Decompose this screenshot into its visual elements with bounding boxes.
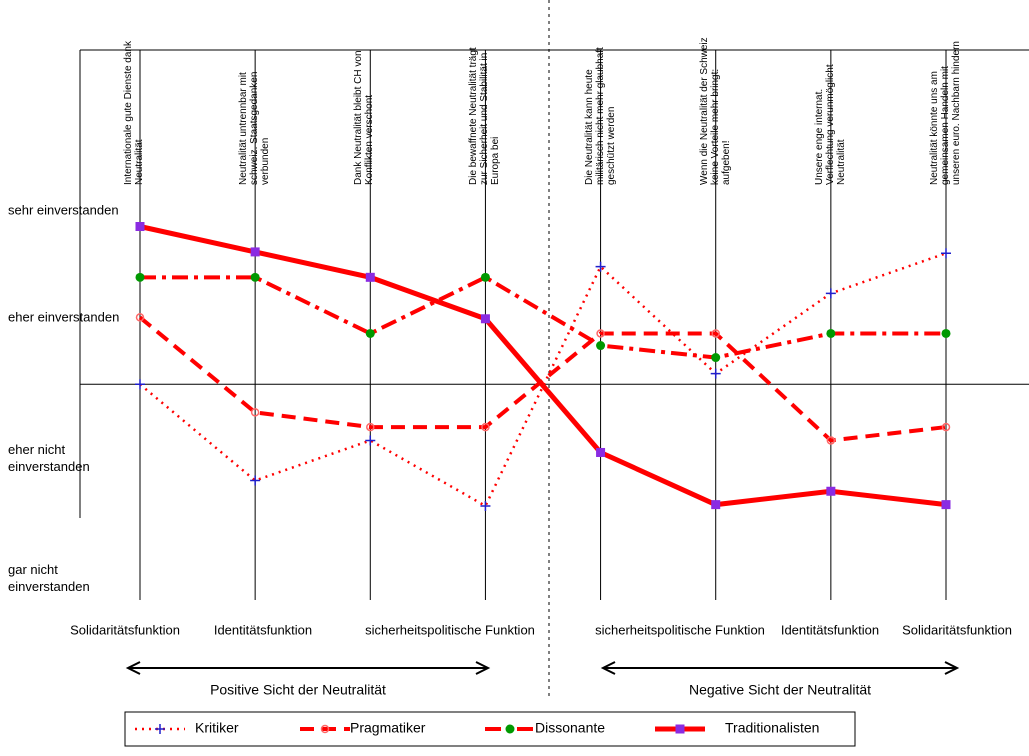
series-line <box>139 224 947 508</box>
legend-marker <box>155 724 165 734</box>
series-line <box>138 315 947 443</box>
legend-label: Pragmatiker <box>350 720 426 736</box>
marker <box>941 422 951 432</box>
marker <box>480 314 490 324</box>
legend-marker <box>320 724 330 734</box>
marker <box>941 500 951 510</box>
legend-marker <box>505 724 515 734</box>
legend-label: Dissonante <box>535 720 605 736</box>
legend-label: Traditionalisten <box>725 720 819 736</box>
category-label: Internationale gute Dienste dank Neutral… <box>123 41 145 185</box>
group-label: Negative Sicht der Neutralität <box>689 682 871 698</box>
marker <box>711 329 720 338</box>
function-label: Identitätsfunktion <box>781 622 879 637</box>
category-label: Die Neutralität kann heute militärisch n… <box>583 47 617 185</box>
function-label: Solidaritätsfunktion <box>70 622 180 637</box>
marker <box>135 222 145 232</box>
function-label: Identitätsfunktion <box>214 622 312 637</box>
positive-arrow-head <box>475 661 491 675</box>
marker <box>596 329 605 338</box>
series-line <box>140 275 946 360</box>
legend-marker <box>675 724 685 734</box>
positive-arrow-head <box>125 661 141 675</box>
marker <box>250 247 260 257</box>
marker <box>596 447 606 457</box>
marker <box>135 272 145 282</box>
group-label: Positive Sicht der Neutralität <box>210 682 386 698</box>
marker <box>826 486 836 496</box>
marker <box>941 328 951 338</box>
category-label: Unsere enge internat. Verflechtung verun… <box>813 64 847 185</box>
marker <box>135 313 145 322</box>
marker <box>135 379 145 390</box>
category-label: Neutralität könnte uns am gemeinsamen Ha… <box>929 41 962 185</box>
category-label: Neutralität untrennbar mit schweiz. Staa… <box>238 71 272 185</box>
marker <box>710 368 721 379</box>
marker <box>481 422 490 432</box>
marker <box>596 341 606 351</box>
marker <box>365 328 375 338</box>
marker <box>250 408 260 417</box>
marker <box>825 288 836 299</box>
marker <box>365 435 376 446</box>
y-tick-label: eher nicht einverstanden <box>8 441 90 474</box>
function-label: sicherheitspolitische Funktion <box>595 622 765 637</box>
y-tick-label: eher einverstanden <box>8 309 120 325</box>
marker <box>711 353 721 363</box>
negative-arrow-head <box>600 661 616 675</box>
marker <box>250 475 261 486</box>
marker <box>365 272 375 282</box>
marker <box>826 436 836 445</box>
marker <box>941 248 951 259</box>
y-tick-label: sehr einverstanden <box>8 202 119 218</box>
function-label: Solidaritätsfunktion <box>902 622 1012 637</box>
marker <box>250 272 260 282</box>
marker <box>366 422 375 432</box>
marker <box>711 500 721 510</box>
category-label: Wenn die Neutralität der Schweiz keine V… <box>698 37 732 185</box>
category-label: Die bewaffnete Neutralität trägt zur Sic… <box>468 47 502 185</box>
marker <box>595 261 606 272</box>
y-tick-label: gar nicht einverstanden <box>8 562 90 595</box>
series-line <box>139 252 947 508</box>
marker <box>480 500 491 511</box>
category-label: Dank Neutralität bleibt CH von Konflikte… <box>353 50 376 185</box>
function-label: sicherheitspolitische Funktion <box>365 622 535 637</box>
negative-arrow-head <box>944 661 960 675</box>
marker <box>826 328 836 338</box>
legend-label: Kritiker <box>195 720 239 736</box>
marker <box>480 272 490 282</box>
